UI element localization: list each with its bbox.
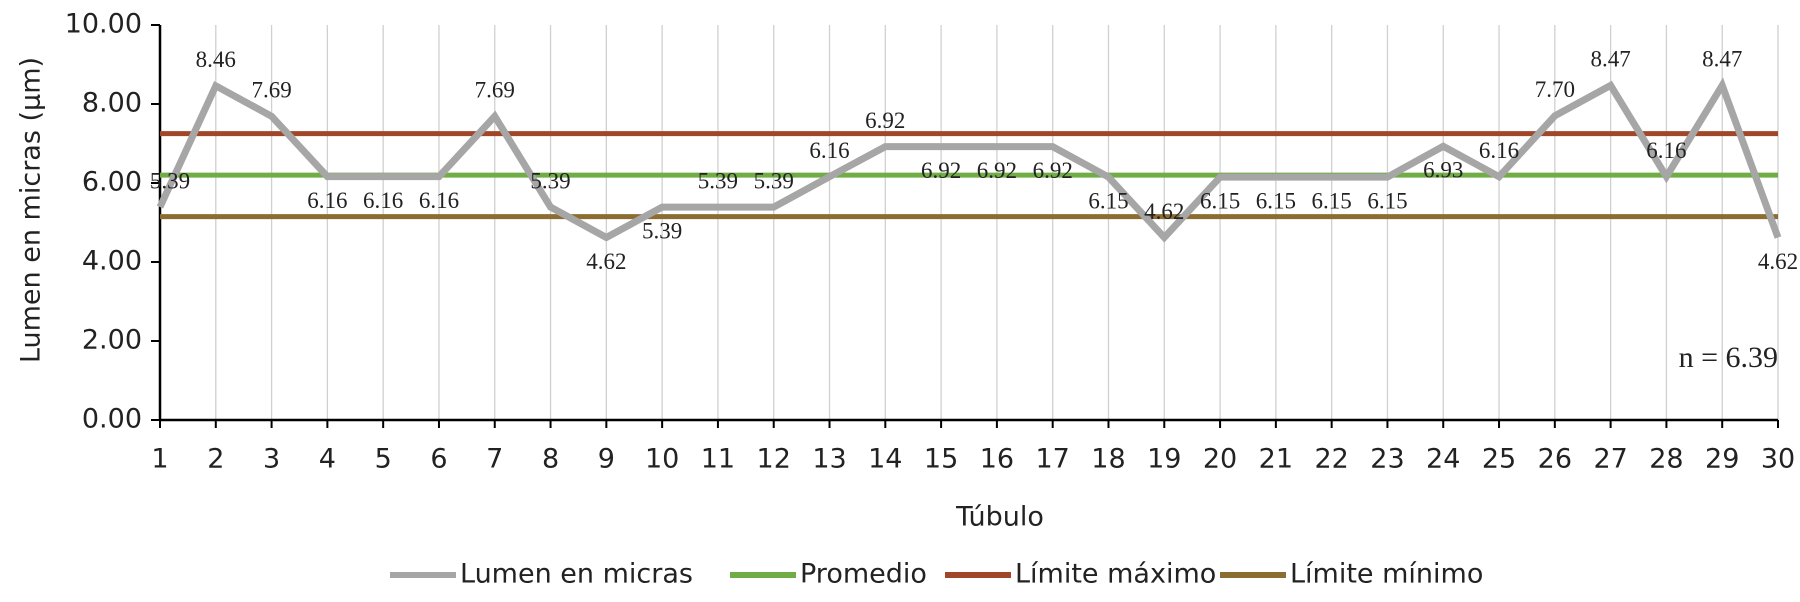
data-label: 6.92 xyxy=(977,158,1017,183)
legend-label: Límite mínimo xyxy=(1290,559,1483,590)
data-label: 6.15 xyxy=(1200,188,1240,213)
y-tick-label: 0.00 xyxy=(82,404,142,435)
x-tick-label: 2 xyxy=(207,444,224,475)
x-tick-label: 10 xyxy=(645,444,679,475)
data-label: 7.69 xyxy=(475,78,515,103)
legend-label: Límite máximo xyxy=(1015,559,1216,590)
data-label: 7.69 xyxy=(251,78,291,103)
data-label: 6.16 xyxy=(363,188,403,213)
x-tick-label: 13 xyxy=(812,444,846,475)
x-tick-label: 8 xyxy=(542,444,559,475)
data-label: 5.39 xyxy=(754,168,794,193)
y-tick-label: 8.00 xyxy=(82,88,142,119)
data-label: 5.39 xyxy=(642,218,682,243)
data-label: 6.15 xyxy=(1312,188,1352,213)
data-label: 6.92 xyxy=(865,108,905,133)
x-tick-label: 5 xyxy=(375,444,392,475)
data-label: 5.39 xyxy=(530,168,570,193)
x-tick-label: 12 xyxy=(757,444,791,475)
x-tick-label: 16 xyxy=(980,444,1014,475)
x-tick-label: 28 xyxy=(1649,444,1683,475)
x-tick-label: 9 xyxy=(598,444,615,475)
legend-label: Promedio xyxy=(800,559,927,590)
y-tick-label: 4.00 xyxy=(82,246,142,277)
x-tick-label: 3 xyxy=(263,444,280,475)
data-label: 6.92 xyxy=(1033,158,1073,183)
data-label: 6.16 xyxy=(307,188,347,213)
y-tick-label: 2.00 xyxy=(82,325,142,356)
x-axis-label: Túbulo xyxy=(955,502,1044,533)
data-label: 6.16 xyxy=(1479,138,1519,163)
x-tick-label: 7 xyxy=(486,444,503,475)
x-tick-label: 6 xyxy=(430,444,447,475)
x-tick-label: 21 xyxy=(1259,444,1293,475)
x-tick-label: 1 xyxy=(151,444,168,475)
data-label: 4.62 xyxy=(586,249,626,274)
y-axis-label: Lumen en micras (µm) xyxy=(16,57,47,363)
x-tick-label: 24 xyxy=(1426,444,1460,475)
x-tick-label: 29 xyxy=(1705,444,1739,475)
x-tick-label: 11 xyxy=(701,444,735,475)
data-label: 7.70 xyxy=(1535,77,1575,102)
x-tick-label: 26 xyxy=(1538,444,1572,475)
x-tick-label: 15 xyxy=(924,444,958,475)
x-tick-label: 23 xyxy=(1370,444,1404,475)
data-label: 6.15 xyxy=(1088,188,1128,213)
data-label: 8.46 xyxy=(196,47,236,72)
y-tick-label: 6.00 xyxy=(82,167,142,198)
data-label: 6.15 xyxy=(1367,188,1407,213)
x-tick-label: 14 xyxy=(868,444,902,475)
x-tick-label: 22 xyxy=(1314,444,1348,475)
data-label: 5.39 xyxy=(150,168,190,193)
x-tick-label: 17 xyxy=(1036,444,1070,475)
x-tick-label: 18 xyxy=(1091,444,1125,475)
data-label: 6.93 xyxy=(1423,158,1463,183)
x-tick-label: 20 xyxy=(1203,444,1237,475)
x-tick-label: 25 xyxy=(1482,444,1516,475)
x-tick-label: 19 xyxy=(1147,444,1181,475)
data-label: 6.16 xyxy=(419,188,459,213)
x-tick-label: 30 xyxy=(1761,444,1795,475)
data-label: 8.47 xyxy=(1590,47,1630,72)
annotation: n = 6.39 xyxy=(1679,341,1778,374)
data-label: 6.16 xyxy=(1646,138,1686,163)
data-label: 6.92 xyxy=(921,158,961,183)
data-label: 4.62 xyxy=(1144,199,1184,224)
y-tick-label: 10.00 xyxy=(65,9,142,40)
data-label: 4.62 xyxy=(1758,249,1798,274)
x-tick-label: 4 xyxy=(319,444,336,475)
legend-label: Lumen en micras xyxy=(460,559,693,590)
data-label: 6.15 xyxy=(1256,188,1296,213)
data-label: 5.39 xyxy=(698,168,738,193)
series-line xyxy=(156,77,1782,243)
x-tick-label: 27 xyxy=(1593,444,1627,475)
data-label: 8.47 xyxy=(1702,47,1742,72)
data-label: 6.16 xyxy=(809,138,849,163)
